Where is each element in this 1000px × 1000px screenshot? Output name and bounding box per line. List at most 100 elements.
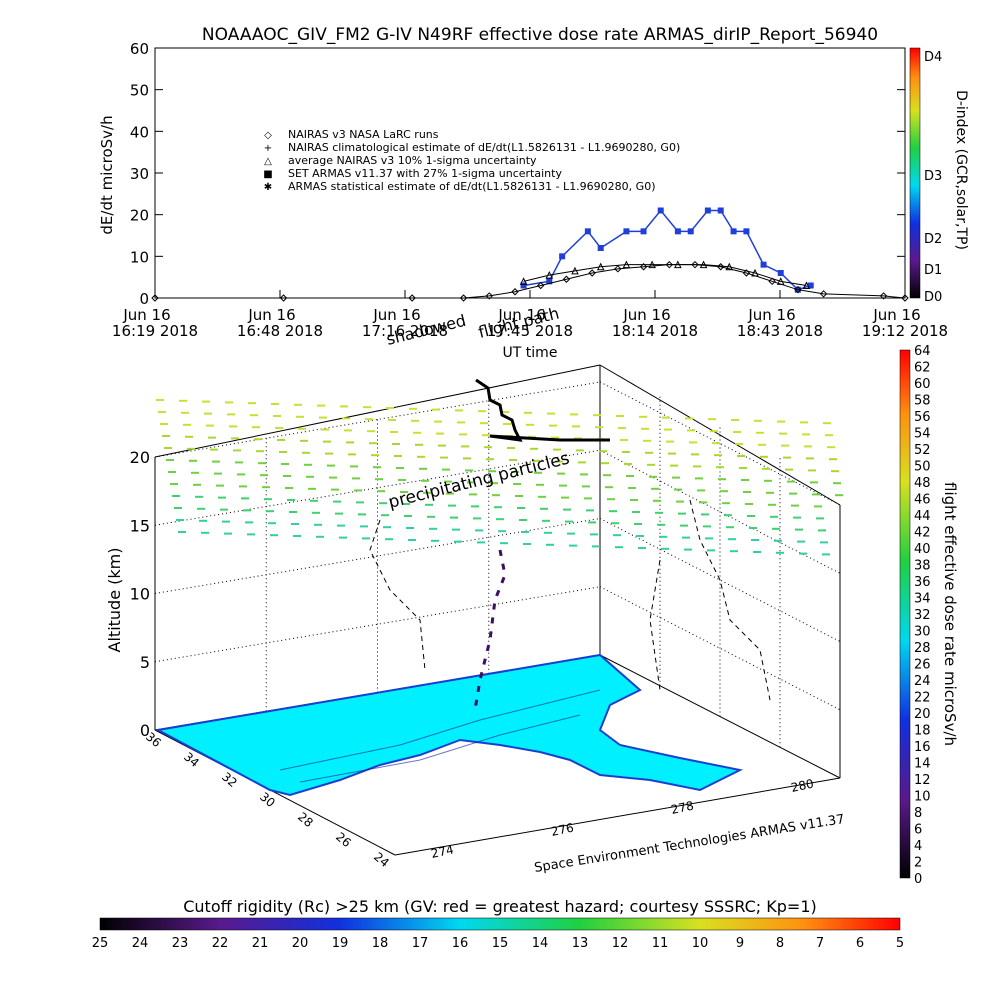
dose-colorbar-tick-label: 54 [914,427,931,442]
series-point [559,253,566,260]
credit-text: Space Environment Technologies ARMAS v11… [533,812,845,876]
dose-colorbar-tick-label: 28 [914,641,931,656]
dose-colorbar-tick-label: 18 [914,724,931,739]
top-y-tick-label: 0 [139,290,149,308]
legend-symbol: △ [264,156,272,167]
dose-colorbar-tick-label: 44 [914,509,931,524]
dose-colorbar-tick-label: 38 [914,559,931,574]
altitude-tick-label: 0 [140,721,150,740]
series-point [640,228,647,235]
series-line [523,264,807,286]
dindex-tick-label: D0 [924,290,942,305]
dose-colorbar-tick-label: 30 [914,625,931,640]
top-x-axis-label: UT time [503,345,558,361]
series-line [155,264,906,299]
dose-colorbar-tick-label: 12 [914,773,931,788]
top-x-tick-time: 17:45 2018 [487,322,573,340]
rigidity-tick-label: 19 [332,936,349,951]
series-point [588,269,596,277]
series-point [776,277,785,285]
top-x-tick-time: 16:48 2018 [237,322,323,340]
rigidity-tick-label: 17 [412,936,429,951]
top-x-tick-time: 18:43 2018 [737,322,823,340]
rigidity-tick-label: 18 [372,936,389,951]
series-point [408,294,416,302]
dose-colorbar-tick-label: 0 [914,872,922,887]
legend-symbol: + [264,143,272,154]
series-point [459,294,468,302]
series-point [730,228,737,235]
altitude-ticks: 0 5 10 15 20 [130,448,150,740]
dose-colorbar-tick-label: 46 [914,493,931,508]
series-point [151,294,159,302]
legend-entry: SET ARMAS v11.37 with 27% 1-sigma uncert… [288,167,562,180]
series-point [768,277,776,286]
map-floor [154,653,744,797]
rigidity-tick-label: 24 [132,936,149,951]
dose-colorbar [899,349,911,879]
dose-colorbar-tick-label: 26 [914,658,931,673]
legend-symbol: ✱ [264,182,272,193]
series-point [743,228,750,235]
series-point [571,266,579,275]
rigidity-tick-label: 20 [292,936,309,951]
rigidity-tick-label: 10 [692,936,709,951]
rigidity-tick-label: 25 [92,936,109,951]
series-point [623,228,630,235]
dindex-tick-label: D2 [924,232,942,247]
series-point [691,260,699,269]
dindex-label: D-index (GCR,solar,TP) [953,90,969,250]
rigidity-tick-label: 22 [212,936,229,951]
series-point [546,278,553,285]
dose-colorbar-tick-label: 58 [914,394,931,409]
rigidity-tick-label: 21 [252,936,269,951]
wall-grid-line [599,518,841,642]
rigidity-tick-label: 11 [652,936,669,951]
flight-path-vertical [473,549,507,711]
dose-colorbar-tick-label: 14 [914,757,931,772]
series-point [742,269,751,277]
dose-colorbar-tick-label: 34 [914,592,931,607]
top-y-tick-label: 30 [130,165,149,183]
top-y-tick-label: 60 [130,40,149,58]
wall-grid-line [599,586,841,711]
annotation-precipitating: precipitating particles [386,448,571,512]
series-point [674,228,681,235]
series-point [777,270,784,276]
dose-colorbar-tick-label: 56 [914,410,931,425]
top-y-tick-label: 50 [130,82,149,100]
top-y-tick-label: 40 [130,123,149,141]
series-point [725,262,734,271]
latitude-tick-label: 26 [333,830,354,851]
top-x-tick-time: 16:19 2018 [112,322,198,340]
wall-grid-line [599,381,841,506]
longitude-tick-label: 274 [430,842,455,860]
top-y-tick-label: 10 [130,248,149,266]
legend-symbol: ◇ [264,130,272,141]
top-chart-title: NOAAAOC_GIV_FM2 G-IV N49RF effective dos… [202,25,878,45]
top-series [151,207,909,302]
top-x-tick-date: Jun 16 [122,306,170,324]
dindex-tick-label: D4 [924,50,942,65]
rigidity-colorbar-title: Cutoff rigidity (Rc) >25 km (GV: red = g… [183,897,817,916]
rigidity-tick-label: 14 [532,936,549,951]
top-y-tick-label: 20 [130,207,149,225]
top-x-tick-date: Jun 16 [747,306,795,324]
top-x-tick-date: Jun 16 [622,306,670,324]
series-point [807,282,814,289]
top-y-axis-label: dE/dt microSv/h [98,115,116,234]
rigidity-tick-label: 13 [572,936,589,951]
rigidity-tick-label: 15 [492,936,509,951]
rigidity-colorbar [99,917,901,931]
dindex-ticks: D4 D3 D2 D1 D0 [924,50,942,305]
wall-grid-line [154,381,601,458]
altitude-tick-label: 10 [130,585,150,604]
series-point [699,260,708,269]
dindex-colorbar [909,47,921,299]
rigidity-tick-label: 8 [776,936,784,951]
series-point [519,277,528,285]
series-point [879,292,888,300]
legend-entry: NAIRAS climatological estimate of dE/dt(… [288,141,680,154]
